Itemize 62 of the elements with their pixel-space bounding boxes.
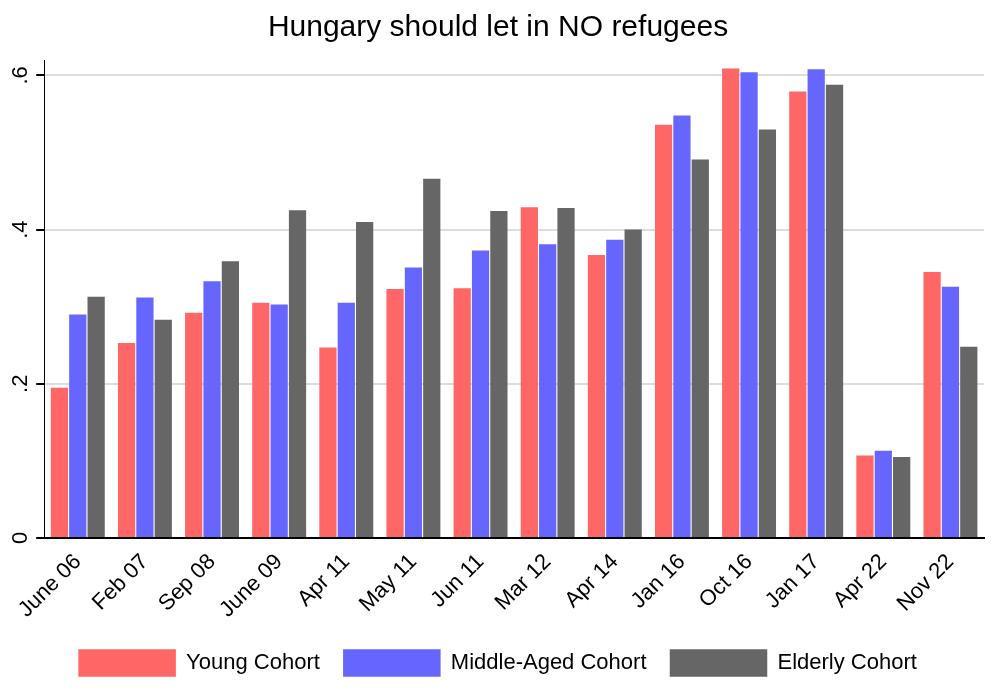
legend-label: Elderly Cohort [777, 649, 917, 675]
x-tick-label: Nov 22 [891, 548, 959, 616]
bar [789, 91, 807, 537]
bar [893, 457, 911, 537]
bar [722, 68, 740, 537]
y-tick-label: .4 [7, 220, 33, 239]
x-tick-label: Jun 11 [425, 548, 489, 612]
x-tick-label: May 11 [353, 548, 422, 616]
x-tick-label: Jan 17 [759, 548, 825, 613]
chart-title: Hungary should let in NO refugees [267, 9, 729, 43]
bar [136, 297, 154, 537]
bar [453, 288, 471, 537]
bar [490, 211, 508, 537]
bar [941, 286, 960, 537]
bar [337, 302, 355, 537]
x-tick-label: Apr 11 [291, 548, 355, 611]
bar [758, 129, 777, 537]
bar [557, 208, 575, 537]
bar [221, 261, 240, 537]
y-tick-label: 0 [7, 531, 33, 545]
x-tick-label: Mar 12 [489, 548, 556, 615]
legend-label: Young Cohort [186, 649, 320, 675]
bar [539, 244, 557, 537]
bar [673, 115, 691, 537]
bar [50, 387, 69, 537]
bar [404, 267, 423, 537]
bar [203, 281, 221, 537]
bar [288, 210, 307, 537]
x-tick-label: Jan 16 [625, 548, 690, 613]
bar [471, 250, 490, 537]
bar [807, 69, 825, 537]
bar [319, 347, 337, 537]
bar [117, 342, 136, 537]
x-tick-label: Sep 08 [152, 548, 220, 616]
bar [740, 72, 758, 537]
bar [356, 221, 374, 537]
x-tick-label: Apr 22 [827, 548, 892, 612]
bar [874, 450, 892, 537]
bar [520, 207, 538, 537]
bar [606, 239, 624, 537]
bar [923, 272, 941, 537]
bar [270, 304, 288, 537]
bar [691, 159, 709, 537]
y-tick-label: .2 [7, 374, 33, 393]
x-tick-label: Apr 14 [559, 548, 623, 612]
bar [856, 455, 874, 537]
bar [825, 84, 844, 537]
bar [587, 255, 606, 537]
y-tick-label: .6 [7, 66, 33, 85]
bar [69, 314, 87, 537]
bar [185, 312, 203, 537]
bar [252, 302, 270, 537]
bar [87, 296, 105, 537]
bar [960, 346, 978, 537]
legend-label: Middle-Aged Cohort [450, 649, 647, 675]
bar [154, 319, 172, 537]
bar [423, 178, 441, 537]
bar [624, 229, 642, 537]
bar [654, 124, 673, 537]
x-tick-label: Feb 07 [86, 548, 153, 615]
x-tick-label: Oct 16 [693, 548, 757, 612]
bar [386, 288, 404, 537]
